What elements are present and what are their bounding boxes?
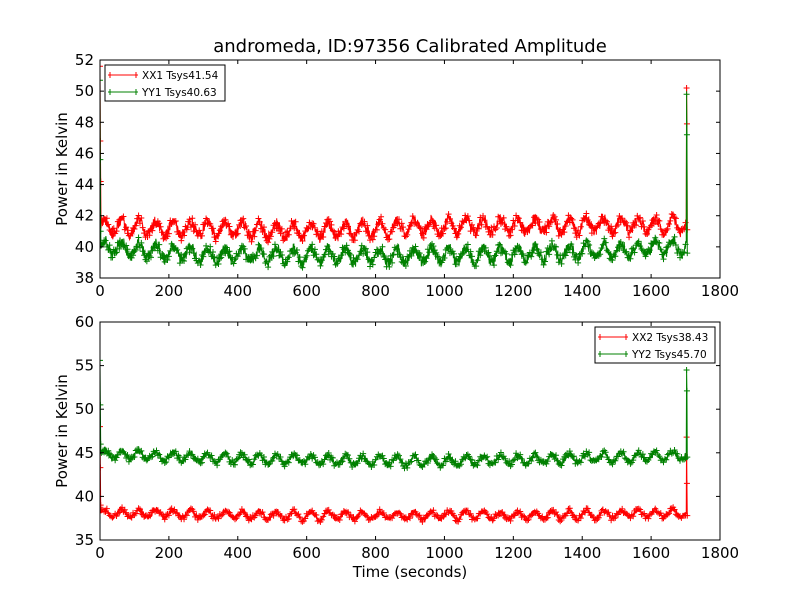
- series-markers: [100, 77, 691, 271]
- x-axis-label: Time (seconds): [352, 563, 468, 581]
- x-tick-label: 1200: [494, 282, 532, 300]
- y-axis-label: Power in Kelvin: [53, 112, 71, 226]
- y-tick-label: 52: [75, 51, 94, 69]
- series-markers: [100, 63, 691, 246]
- legend-marker: [108, 89, 138, 95]
- y-tick-label: 60: [75, 313, 94, 331]
- y-tick-label: 40: [75, 487, 94, 505]
- plot-frame: [99, 321, 721, 541]
- x-tick-label: 1400: [563, 544, 601, 562]
- series-yy2: [100, 357, 691, 472]
- legend-marker: [108, 72, 138, 78]
- series-markers: [100, 423, 691, 525]
- legend-marker: [598, 334, 628, 340]
- legend: XX2 Tsys38.43 YY2 Tsys45.70: [594, 326, 716, 364]
- x-tick-label: 1800: [701, 282, 739, 300]
- x-tick-label: 1200: [494, 544, 532, 562]
- y-axis-label: Power in Kelvin: [53, 374, 71, 488]
- y-tick-label: 50: [75, 82, 94, 100]
- x-tick-label: 0: [95, 544, 105, 562]
- x-tick-label: 1600: [632, 282, 670, 300]
- x-tick-label: 1800: [701, 544, 739, 562]
- x-tick-label: 400: [223, 544, 252, 562]
- legend-entry: XX1 Tsys41.54: [142, 70, 219, 82]
- legend-box: [104, 64, 226, 102]
- legend-entry: YY2 Tsys45.70: [631, 349, 707, 361]
- legend-marker: [598, 351, 628, 357]
- x-tick-label: 800: [361, 282, 390, 300]
- x-tick-label: 800: [361, 544, 390, 562]
- y-tick-label: 44: [75, 176, 94, 194]
- y-tick-label: 42: [75, 207, 94, 225]
- x-tick-label: 0: [95, 282, 105, 300]
- y-tick-label: 55: [75, 357, 94, 375]
- y-tick-label: 46: [75, 144, 94, 162]
- bottom-panel: 0 200 400 600 800 1000 1200 1400 1600 1800 35 40 45 5…: [53, 313, 739, 581]
- x-tick-label: 200: [155, 544, 184, 562]
- top-panel: 0 200 400 600 800 1000 1200 1400 1600 1800 38 40 42 4…: [53, 36, 739, 300]
- x-tick-label: 1000: [425, 544, 463, 562]
- legend-box: [594, 326, 716, 364]
- plot-frame: [99, 59, 721, 279]
- legend-entry: XX2 Tsys38.43: [632, 332, 708, 344]
- y-tick-label: 50: [75, 400, 94, 418]
- x-tick-label: 200: [155, 282, 184, 300]
- y-tick-label: 35: [75, 531, 94, 549]
- x-tick-label: 1000: [425, 282, 463, 300]
- legend-entry: YY1 Tsys40.63: [141, 87, 217, 99]
- chart-title: andromeda, ID:97356 Calibrated Amplitude: [213, 36, 607, 57]
- series-yy1: [100, 77, 691, 271]
- x-tick-label: 1600: [632, 544, 670, 562]
- y-tick-label: 48: [75, 113, 94, 131]
- x-tick-label: 1400: [563, 282, 601, 300]
- series-xx2: [100, 423, 691, 525]
- legend: XX1 Tsys41.54 YY1 Tsys40.63: [104, 64, 226, 102]
- y-tick-label: 40: [75, 238, 94, 256]
- x-tick-label: 400: [223, 282, 252, 300]
- y-tick-label: 45: [75, 444, 94, 462]
- y-tick-label: 38: [75, 269, 94, 287]
- series-markers: [100, 357, 691, 472]
- x-tick-label: 600: [292, 282, 321, 300]
- x-tick-label: 600: [292, 544, 321, 562]
- series-xx1: [100, 63, 691, 246]
